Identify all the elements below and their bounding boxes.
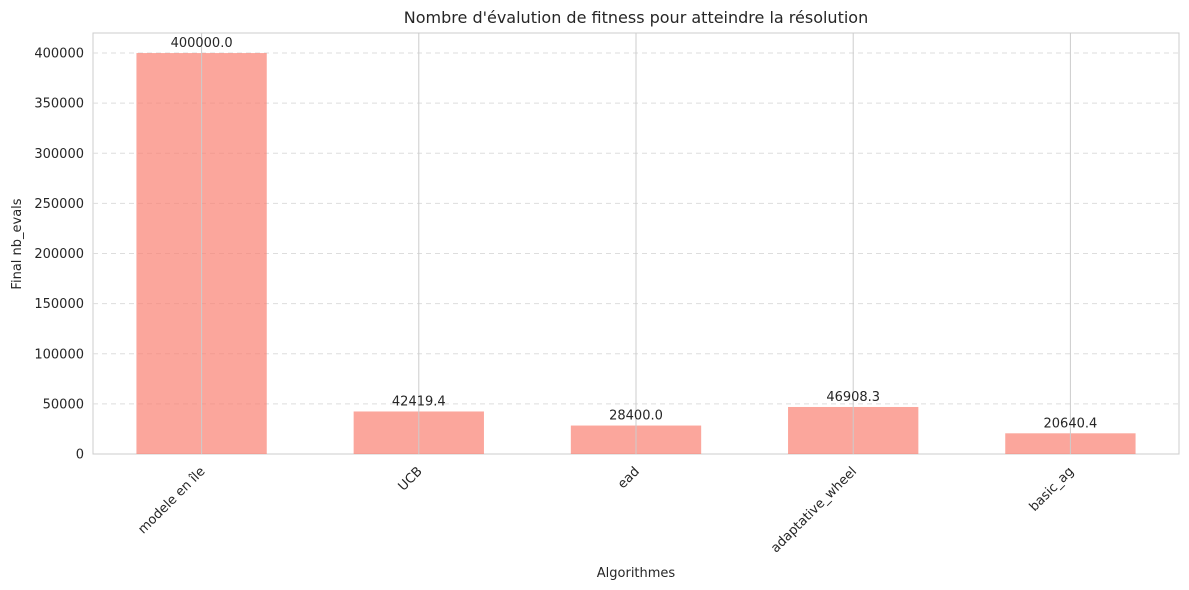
x-tick-label: UCB bbox=[396, 464, 426, 494]
data-label: 28400.0 bbox=[609, 409, 663, 424]
data-label: 42419.4 bbox=[392, 394, 446, 409]
y-tick-label: 350000 bbox=[34, 97, 84, 112]
y-tick-label: 400000 bbox=[34, 47, 84, 62]
data-label: 46908.3 bbox=[826, 390, 880, 405]
y-tick-label: 250000 bbox=[34, 197, 84, 212]
y-tick-label: 0 bbox=[76, 448, 84, 463]
x-tick-label: ead bbox=[615, 464, 643, 492]
y-tick-label: 300000 bbox=[34, 147, 84, 162]
x-axis-label: Algorithmes bbox=[597, 566, 676, 581]
y-tick-label: 200000 bbox=[34, 247, 84, 262]
y-axis-label: Final nb_evals bbox=[10, 198, 25, 289]
data-label: 20640.4 bbox=[1044, 416, 1098, 431]
y-tick-label: 50000 bbox=[43, 397, 84, 412]
plot-area: 0 50000 100000 150000 200000 250000 300000 3500… bbox=[34, 32, 1180, 556]
x-tick-label: adaptative_wheel bbox=[768, 464, 860, 556]
y-tick-label: 100000 bbox=[34, 347, 84, 362]
x-tick-label: modele en île bbox=[135, 464, 208, 537]
chart-title: Nombre d'évalution de fitness pour attei… bbox=[404, 8, 868, 27]
y-tick-label: 150000 bbox=[34, 297, 84, 312]
data-label: 400000.0 bbox=[171, 36, 233, 51]
x-tick-label: basic_ag bbox=[1027, 464, 1078, 515]
